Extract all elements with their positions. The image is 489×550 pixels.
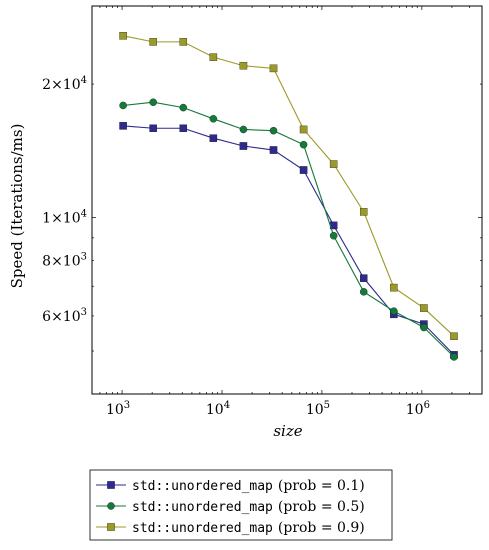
data-point: [149, 38, 157, 46]
data-point: [359, 288, 368, 296]
data-point: [149, 98, 157, 106]
x-axis-label: size: [273, 422, 302, 440]
data-point: [179, 38, 188, 46]
data-point: [359, 208, 368, 216]
data-point: [209, 53, 218, 61]
data-point: [209, 134, 218, 142]
data-point: [269, 146, 278, 154]
legend-label: std::unordered_map (prob = 0.5): [132, 499, 365, 515]
series-line: [123, 125, 455, 356]
data-point: [450, 353, 458, 361]
y-tick-label: 8×103: [42, 252, 87, 270]
legend-marker: [107, 481, 115, 489]
data-point: [359, 274, 368, 282]
data-point: [239, 142, 248, 150]
data-point: [119, 101, 127, 110]
data-point: [390, 283, 398, 292]
legend-entry: std::unordered_map (prob = 0.1): [96, 478, 365, 494]
series-group: [119, 32, 458, 361]
plot-frame: [91, 5, 483, 395]
legend-label: std::unordered_map (prob = 0.1): [132, 478, 365, 494]
series-1: [119, 122, 458, 359]
data-point: [450, 332, 458, 340]
data-point: [239, 125, 248, 134]
data-point: [329, 160, 338, 168]
x-tick-label: 104: [206, 400, 230, 418]
legend: std::unordered_map (prob = 0.1)std::unord…: [89, 469, 393, 541]
series-line: [123, 101, 455, 358]
data-point: [299, 125, 308, 134]
legend-label: std::unordered_map (prob = 0.9): [132, 520, 365, 536]
data-point: [269, 126, 278, 135]
legend-entry: std::unordered_map (prob = 0.9): [96, 520, 365, 536]
series-3: [119, 32, 458, 340]
x-tick-label: 103: [106, 400, 130, 418]
data-point: [299, 166, 308, 174]
plot-area: [91, 5, 483, 395]
series-line: [123, 35, 455, 337]
data-point: [390, 307, 398, 315]
data-point: [269, 64, 278, 73]
series-2: [119, 98, 458, 361]
x-tick-label: 105: [306, 400, 330, 418]
data-point: [149, 124, 157, 133]
data-point: [209, 115, 218, 123]
x-axis-ticks: 103 104 105 106: [91, 6, 483, 418]
data-point: [239, 61, 248, 70]
y-tick-label: 6×103: [42, 307, 87, 325]
y-tick-label: 2×104: [42, 75, 87, 93]
legend-entry: std::unordered_map (prob = 0.5): [96, 499, 365, 515]
data-point: [119, 32, 127, 40]
legend-box: [89, 469, 393, 541]
legend-marker: [107, 523, 115, 531]
x-tick-label: 106: [406, 400, 430, 418]
legend-marker: [107, 502, 115, 510]
y-axis-label: Speed (Iterations/ms): [8, 124, 26, 289]
data-point: [329, 231, 338, 240]
data-point: [420, 304, 428, 312]
y-axis-ticks: 6×103 8×103 1×104 2×104: [42, 5, 482, 395]
data-point: [119, 122, 127, 130]
data-point: [179, 124, 188, 133]
data-point: [179, 103, 188, 112]
data-point: [299, 140, 308, 149]
y-tick-label: 1×104: [42, 209, 87, 227]
data-point: [420, 323, 428, 332]
